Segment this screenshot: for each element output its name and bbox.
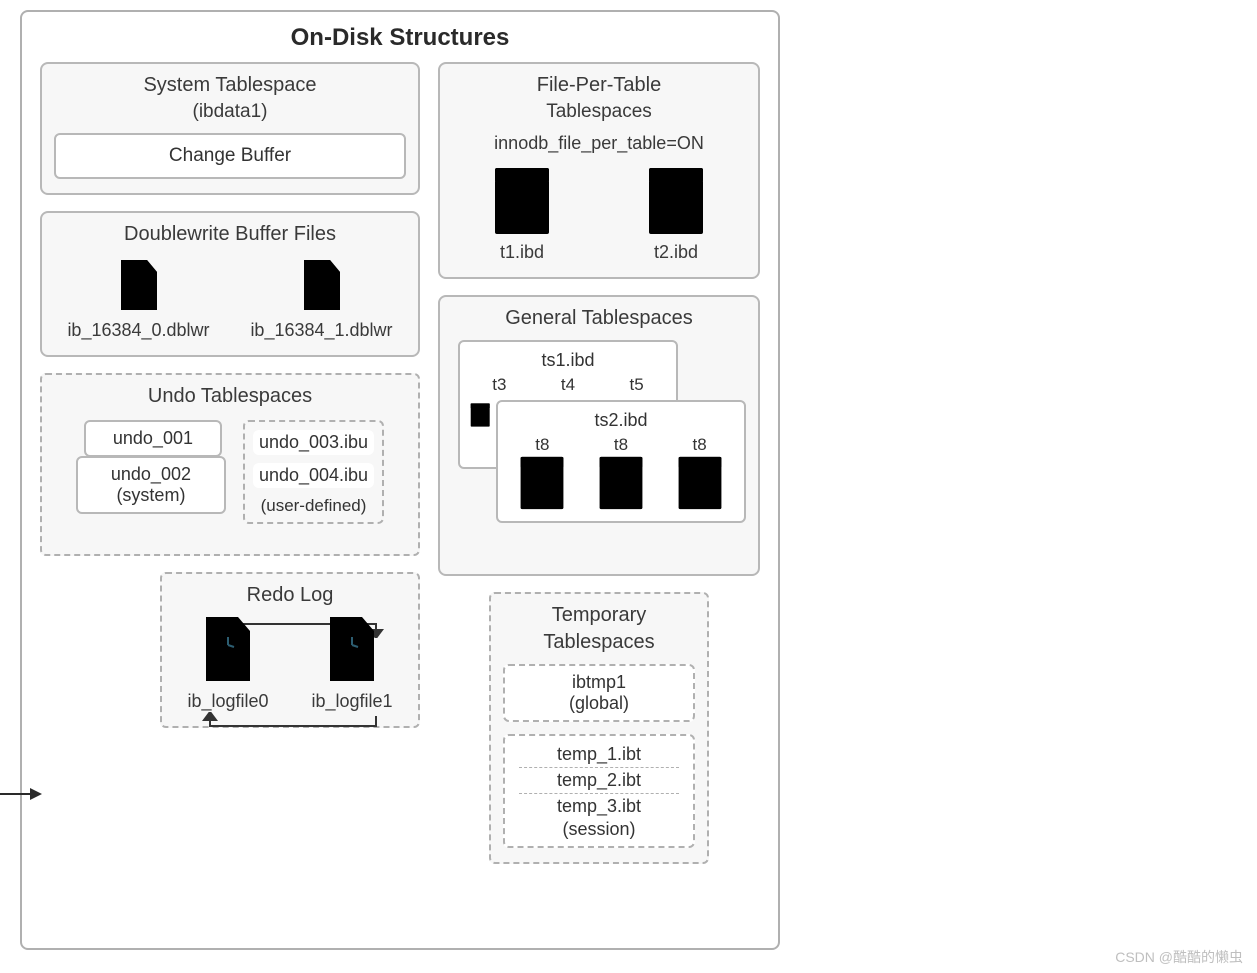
undo-system-group: undo_001 undo_002 (system) [76, 420, 231, 540]
system-tablespace-panel: System Tablespace (ibdata1) Change Buffe… [40, 62, 420, 195]
fpt-file-0: t1.ibd [493, 166, 551, 263]
diagram-title: On-Disk Structures [40, 24, 760, 52]
temp-session-0: temp_1.ibt [519, 742, 679, 768]
dblwr-file-0-label: ib_16384_0.dblwr [67, 320, 209, 341]
dblwr-file-1-label: ib_16384_1.dblwr [250, 320, 392, 341]
redo-title: Redo Log [174, 584, 406, 607]
general-tablespaces-panel: General Tablespaces ts1.ibd t3 t4 t5 [438, 295, 760, 576]
undo-002-label: undo_002 [92, 464, 210, 485]
fpt-option: innodb_file_per_table=ON [452, 133, 746, 154]
redo-file-0-label: ib_logfile0 [187, 691, 268, 712]
temp-global-box: ibtmp1 (global) [503, 664, 695, 722]
ts2-t1: t8 [598, 435, 644, 455]
watermark-text: CSDN @酷酷的懒虫 [1115, 947, 1243, 967]
redo-file-1-label: ib_logfile1 [311, 691, 392, 712]
undo-system-caption: (system) [92, 485, 210, 506]
system-tablespace-subtitle: (ibdata1) [54, 101, 406, 123]
ts2-file: ts2.ibd [508, 410, 734, 431]
fpt-subtitle: Tablespaces [452, 101, 746, 123]
table-icon [493, 166, 551, 236]
document-icon [117, 258, 161, 314]
undo-title: Undo Tablespaces [54, 385, 406, 408]
fpt-file-0-label: t1.ibd [500, 242, 544, 263]
general-title: General Tablespaces [452, 307, 746, 330]
change-buffer-box: Change Buffer [54, 133, 406, 179]
temp-session-2: temp_3.ibt [519, 794, 679, 819]
left-column: System Tablespace (ibdata1) Change Buffe… [40, 62, 420, 864]
undo-user-group: undo_003.ibu undo_004.ibu (user-defined) [243, 420, 384, 524]
temp-session-box: temp_1.ibt temp_2.ibt temp_3.ibt (sessio… [503, 734, 695, 848]
redo-cycle-bottom-arrow [180, 712, 400, 732]
on-disk-structures-frame: On-Disk Structures System Tablespace (ib… [20, 10, 780, 950]
temporary-tablespaces-panel: Temporary Tablespaces ibtmp1 (global) te… [489, 592, 709, 864]
table-icon [677, 455, 723, 511]
ts2-t2: t8 [677, 435, 723, 455]
doublewrite-title: Doublewrite Buffer Files [54, 223, 406, 246]
ts1-t4: t4 [561, 375, 575, 395]
undo-tablespaces-panel: Undo Tablespaces undo_001 undo_002 (syst… [40, 373, 420, 556]
redo-log-panel: Redo Log ib_logfile0 ib_logfile1 [160, 572, 420, 728]
incoming-arrow-icon [0, 784, 42, 804]
table-icon [598, 455, 644, 511]
undo-001-box: undo_001 [84, 420, 222, 457]
undo-002-box: undo_002 (system) [76, 456, 226, 514]
ts2-t0: t8 [519, 435, 565, 455]
table-icon [647, 166, 705, 236]
undo-003-box: undo_003.ibu [253, 430, 374, 455]
temp-title-2: Tablespaces [503, 631, 695, 654]
fpt-file-1-label: t2.ibd [654, 242, 698, 263]
temp-session-caption: (session) [519, 819, 679, 840]
ts1-t5: t5 [630, 375, 644, 395]
redo-file-1: ib_logfile1 [311, 615, 392, 712]
dblwr-file-1: ib_16384_1.dblwr [250, 258, 392, 341]
dblwr-file-0: ib_16384_0.dblwr [67, 258, 209, 341]
log-file-icon [324, 615, 380, 685]
table-icon [470, 397, 490, 433]
fpt-file-1: t2.ibd [647, 166, 705, 263]
system-tablespace-title: System Tablespace [54, 74, 406, 97]
file-per-table-panel: File-Per-Table Tablespaces innodb_file_p… [438, 62, 760, 279]
undo-004-box: undo_004.ibu [253, 463, 374, 488]
temp-global-name: ibtmp1 [519, 672, 679, 693]
undo-user-caption: (user-defined) [261, 496, 367, 516]
ts2-group: ts2.ibd t8 t8 t8 [496, 400, 746, 523]
table-icon [519, 455, 565, 511]
fpt-title: File-Per-Table [452, 74, 746, 97]
ts1-t3: t3 [492, 375, 506, 395]
document-icon [300, 258, 344, 314]
temp-session-1: temp_2.ibt [519, 768, 679, 794]
temp-title-1: Temporary [503, 604, 695, 627]
right-column: File-Per-Table Tablespaces innodb_file_p… [438, 62, 760, 864]
ts1-file: ts1.ibd [470, 350, 666, 371]
redo-file-0: ib_logfile0 [187, 615, 268, 712]
temp-global-caption: (global) [519, 693, 679, 714]
log-file-icon [200, 615, 256, 685]
doublewrite-panel: Doublewrite Buffer Files ib_16384_0.dblw… [40, 211, 420, 357]
